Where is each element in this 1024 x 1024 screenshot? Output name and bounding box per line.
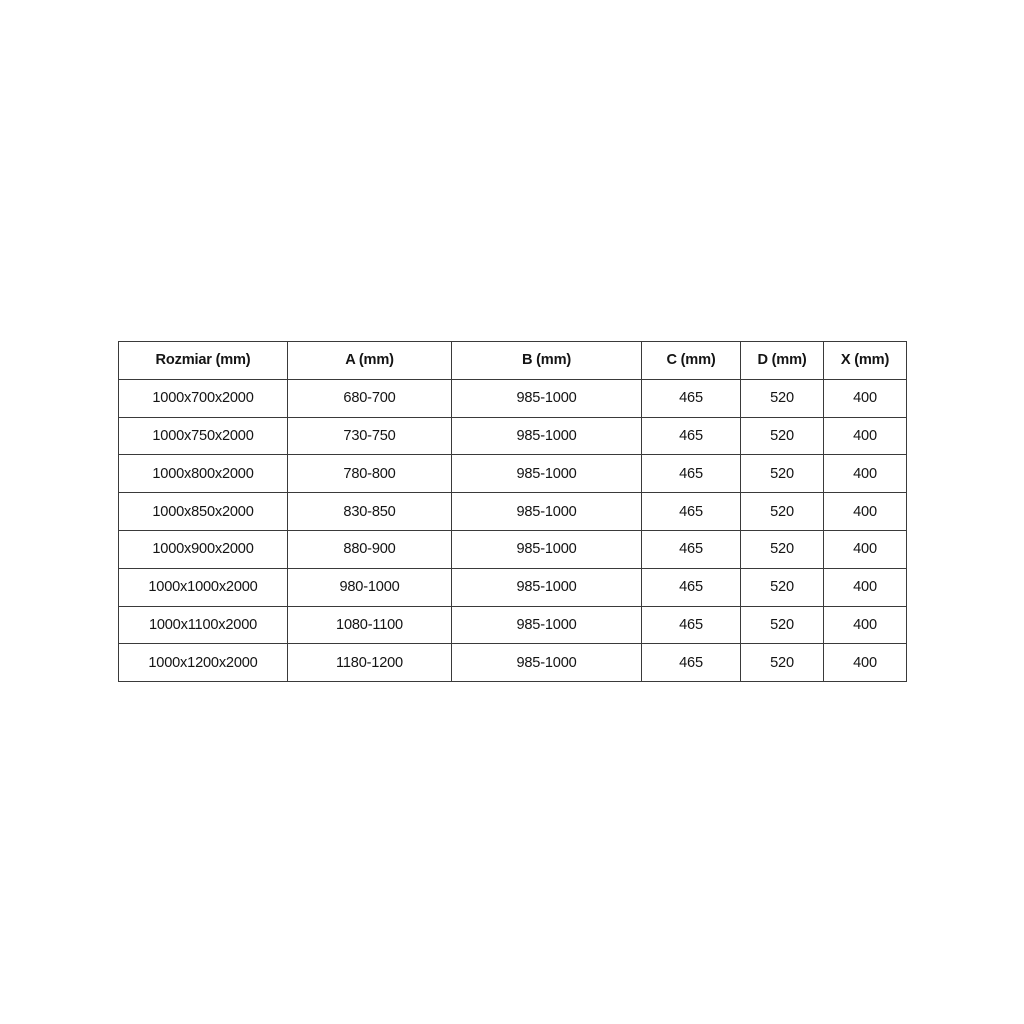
cell-x: 400	[823, 492, 907, 531]
cell-b: 985-1000	[451, 416, 642, 456]
cell-b: 985-1000	[451, 492, 642, 531]
table-body: 1000x700x2000 680-700 985-1000 465 520 4…	[118, 378, 907, 683]
cell-c: 465	[641, 643, 741, 683]
cell-c: 465	[641, 378, 741, 418]
cell-x: 400	[823, 643, 907, 683]
cell-d: 520	[740, 454, 824, 494]
cell-b: 985-1000	[451, 454, 642, 494]
cell-b: 985-1000	[451, 567, 642, 607]
cell-a: 1180-1200	[287, 643, 452, 683]
cell-size: 1000x1200x2000	[118, 643, 288, 683]
cell-size: 1000x1000x2000	[118, 567, 288, 607]
cell-b: 985-1000	[451, 605, 642, 645]
cell-x: 400	[823, 605, 907, 645]
cell-x: 400	[823, 378, 907, 418]
column-header-d: D (mm)	[740, 341, 824, 380]
cell-size: 1000x900x2000	[118, 529, 288, 569]
column-header-size: Rozmiar (mm)	[118, 341, 288, 380]
cell-d: 520	[740, 492, 824, 531]
cell-size: 1000x1100x2000	[118, 605, 288, 645]
cell-d: 520	[740, 416, 824, 456]
cell-c: 465	[641, 492, 741, 531]
cell-x: 400	[823, 529, 907, 569]
table-row: 1000x1000x2000 980-1000 985-1000 465 520…	[118, 567, 907, 607]
column-header-b: B (mm)	[451, 341, 642, 380]
table-row: 1000x900x2000 880-900 985-1000 465 520 4…	[118, 529, 907, 569]
table-row: 1000x1100x2000 1080-1100 985-1000 465 52…	[118, 605, 907, 645]
cell-x: 400	[823, 416, 907, 456]
cell-c: 465	[641, 529, 741, 569]
cell-size: 1000x800x2000	[118, 454, 288, 494]
cell-x: 400	[823, 454, 907, 494]
cell-c: 465	[641, 416, 741, 456]
cell-size: 1000x850x2000	[118, 492, 288, 531]
table-header-row: Rozmiar (mm) A (mm) B (mm) C (mm) D (mm)…	[118, 341, 907, 380]
column-header-x: X (mm)	[823, 341, 907, 380]
cell-b: 985-1000	[451, 529, 642, 569]
cell-d: 520	[740, 529, 824, 569]
cell-d: 520	[740, 378, 824, 418]
size-table-container: Rozmiar (mm) A (mm) B (mm) C (mm) D (mm)…	[118, 341, 907, 683]
table-row: 1000x750x2000 730-750 985-1000 465 520 4…	[118, 416, 907, 456]
cell-d: 520	[740, 643, 824, 683]
cell-b: 985-1000	[451, 643, 642, 683]
cell-size: 1000x750x2000	[118, 416, 288, 456]
table-row: 1000x700x2000 680-700 985-1000 465 520 4…	[118, 378, 907, 418]
cell-a: 780-800	[287, 454, 452, 494]
cell-c: 465	[641, 454, 741, 494]
cell-c: 465	[641, 605, 741, 645]
cell-a: 830-850	[287, 492, 452, 531]
cell-a: 980-1000	[287, 567, 452, 607]
cell-b: 985-1000	[451, 378, 642, 418]
cell-a: 730-750	[287, 416, 452, 456]
shower-enclosure-size-table: Rozmiar (mm) A (mm) B (mm) C (mm) D (mm)…	[118, 341, 907, 683]
column-header-c: C (mm)	[641, 341, 741, 380]
cell-d: 520	[740, 605, 824, 645]
cell-d: 520	[740, 567, 824, 607]
cell-c: 465	[641, 567, 741, 607]
cell-a: 1080-1100	[287, 605, 452, 645]
table-row: 1000x1200x2000 1180-1200 985-1000 465 52…	[118, 643, 907, 683]
cell-a: 680-700	[287, 378, 452, 418]
cell-x: 400	[823, 567, 907, 607]
cell-size: 1000x700x2000	[118, 378, 288, 418]
table-row: 1000x800x2000 780-800 985-1000 465 520 4…	[118, 454, 907, 494]
cell-a: 880-900	[287, 529, 452, 569]
table-header: Rozmiar (mm) A (mm) B (mm) C (mm) D (mm)…	[118, 341, 907, 380]
table-row: 1000x850x2000 830-850 985-1000 465 520 4…	[118, 492, 907, 531]
column-header-a: A (mm)	[287, 341, 452, 380]
